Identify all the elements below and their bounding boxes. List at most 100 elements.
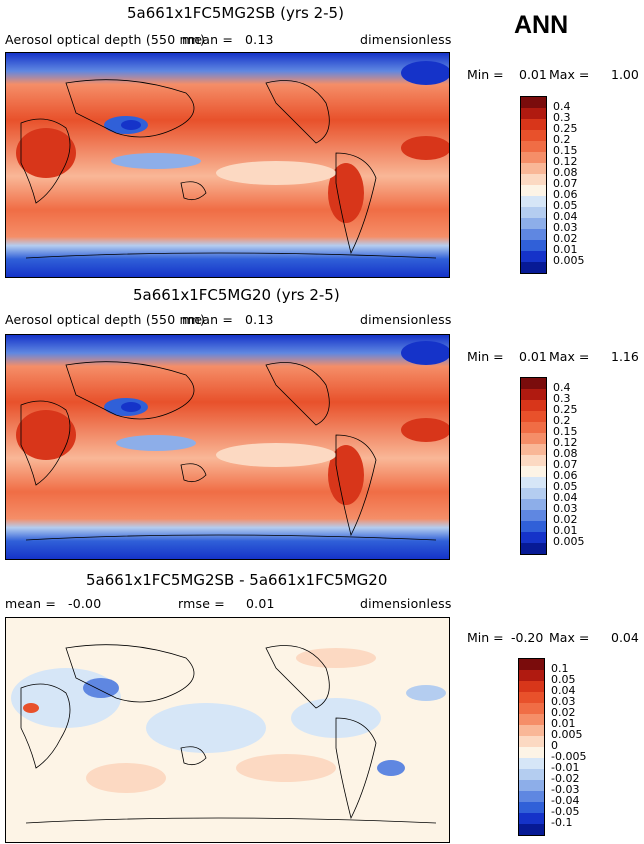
panel1-colorbar-swatch [521,163,546,174]
panel3-min-value: -0.20 [511,630,544,645]
panel3-colorbar-swatch [519,681,544,692]
panel3-rmse-label: rmse = [178,596,225,611]
panel2-colorbar-swatch [521,400,546,411]
panel1-colorbar-swatch [521,119,546,130]
panel3-colorbar-swatch [519,703,544,714]
panel1-colorbar-swatch [521,152,546,163]
panel1-colorbar-swatch [521,174,546,185]
panel1-colorbar-tick-label: 0.04 [553,210,578,223]
panel3-colorbar-tick-label: -0.1 [551,816,573,829]
panel2-subtitle: Aerosol optical depth (550 nm) [5,312,206,327]
panel1-mean-label: mean = [182,32,234,47]
panel3-min-label: Min = [467,630,504,645]
panel2-colorbar-swatch [521,466,546,477]
panel3-colorbar-tick-label: 0.1 [551,662,569,675]
panel2-colorbar-tick-label: 0.12 [553,436,578,449]
panel3-title: 5a661x1FC5MG2SB - 5a661x1FC5MG20 [86,571,388,589]
panel3-colorbar-tick-label: 0.01 [551,717,576,730]
panel1-colorbar-tick-label: 0.03 [553,221,578,234]
panel3-max-label: Max = [549,630,590,645]
panel2-colorbar-swatch [521,444,546,455]
panel3-max-value: 0.04 [611,630,639,645]
panel1-colorbar-tick-label: 0.08 [553,166,578,179]
panel1-colorbar-swatch [521,196,546,207]
panel3-colorbar-tick-label: -0.04 [551,794,580,807]
panel2-map [5,334,450,560]
panel1-colorbar-swatch [521,108,546,119]
panel2-max-value: 1.16 [611,349,639,364]
panel3-colorbar-swatch [519,725,544,736]
panel2-colorbar-swatch [521,411,546,422]
panel3-colorbar-swatch [519,813,544,824]
panel1-colorbar-tick-label: 0.25 [553,122,578,135]
panel2-mean-label: mean = [182,312,234,327]
panel1-colorbar-tick-label: 0.02 [553,232,578,245]
panel2-colorbar-swatch [521,543,546,554]
panel1-colorbar-tick-label: 0.15 [553,144,578,157]
panel3-colorbar-swatch [519,769,544,780]
panel1-colorbar-tick-label: 0.01 [553,243,578,256]
panel1-map-graphic [6,53,449,277]
panel2-colorbar-swatch [521,378,546,389]
panel3-colorbar [518,658,545,836]
panel2-colorbar-swatch [521,499,546,510]
panel1-min-value: 0.01 [519,67,547,82]
panel1-colorbar-tick-label: 0.06 [553,188,578,201]
panel1-colorbar-swatch [521,218,546,229]
panel3-rmse-value: 0.01 [246,596,275,611]
panel3-colorbar-tick-label: 0.03 [551,695,576,708]
panel3-map-graphic [6,618,449,842]
panel3-colorbar-tick-label: -0.03 [551,783,580,796]
panel3-colorbar-swatch [519,758,544,769]
panel1-units: dimensionless [360,32,452,47]
panel3-colorbar-labels: 0.1 0.05 0.04 0.03 0.02 0.01 0.005 0 -0.005 -0.01… [551,663,586,828]
panel3-colorbar-swatch [519,824,544,835]
panel3-colorbar-swatch [519,714,544,725]
panel3-colorbar-swatch [519,736,544,747]
panel3-mean-label: mean = [5,596,57,611]
panel2-colorbar-swatch [521,455,546,466]
panel2-colorbar-tick-label: 0.005 [553,535,585,548]
panel3-colorbar-tick-label: -0.005 [551,750,587,763]
panel2-colorbar-tick-label: 0.07 [553,458,578,471]
panel1-map [5,52,450,278]
panel2-colorbar-swatch [521,422,546,433]
panel2-colorbar-tick-label: 0.3 [553,392,571,405]
panel2-colorbar-tick-label: 0.03 [553,502,578,515]
panel3-colorbar-tick-label: 0.04 [551,684,576,697]
panel2-max-label: Max = [549,349,590,364]
panel2-units: dimensionless [360,312,452,327]
panel3-colorbar-tick-label: -0.02 [551,772,580,785]
panel3-colorbar-tick-label: 0.02 [551,706,576,719]
panel1-colorbar-tick-label: 0.3 [553,111,571,124]
panel2-colorbar-tick-label: 0.05 [553,480,578,493]
panel3-mean-value: -0.00 [68,596,102,611]
panel1-subtitle: Aerosol optical depth (550 nm) [5,32,206,47]
panel2-title: 5a661x1FC5MG20 (yrs 2-5) [133,286,340,304]
panel3-map [5,617,450,843]
panel1-title: 5a661x1FC5MG2SB (yrs 2-5) [127,4,344,22]
panel2-colorbar-tick-label: 0.08 [553,447,578,460]
panel1-colorbar-swatch [521,97,546,108]
panel2-colorbar-swatch [521,532,546,543]
panel2-min-label: Min = [467,349,504,364]
panel1-colorbar-tick-label: 0.2 [553,133,571,146]
panel2-colorbar-labels: 0.4 0.3 0.25 0.2 0.15 0.12 0.08 0.07 0.06 0.05 0.0… [553,382,585,547]
panel2-colorbar-tick-label: 0.06 [553,469,578,482]
panel1-max-value: 1.00 [611,67,639,82]
panel3-colorbar-swatch [519,791,544,802]
panel1-colorbar-swatch [521,240,546,251]
panel2-colorbar-swatch [521,433,546,444]
panel1-mean-value: 0.13 [245,32,274,47]
panel3-colorbar-swatch [519,747,544,758]
panel2-colorbar-tick-label: 0.4 [553,381,571,394]
panel3-colorbar-tick-label: -0.05 [551,805,580,818]
panel1-colorbar-tick-label: 0.05 [553,199,578,212]
panel3-colorbar-swatch [519,780,544,791]
panel2-colorbar-swatch [521,510,546,521]
panel1-colorbar-swatch [521,185,546,196]
panel3-colorbar-swatch [519,670,544,681]
panel3-colorbar-tick-label: -0.01 [551,761,580,774]
panel1-colorbar-swatch [521,207,546,218]
panel1-colorbar-swatch [521,262,546,273]
